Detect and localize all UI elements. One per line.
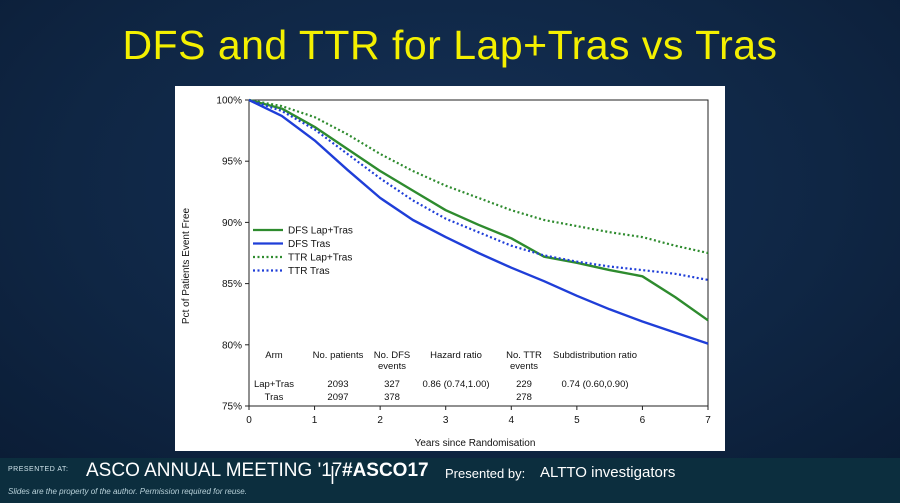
presenter-name: ALTTO investigators (540, 464, 676, 481)
series-layer (248, 98, 709, 345)
table-cell-arm-1: Lap+Tras (254, 379, 294, 390)
y-tick-label: 85% (222, 279, 242, 290)
table-header-dfs-events-line1: No. DFS (374, 350, 410, 361)
y-tick-label: 75% (222, 402, 242, 413)
table-header-ttr-events-line1: No. TTR (506, 350, 542, 361)
table-header-ttr-events-line2: events (510, 361, 538, 372)
x-tick-label: 1 (312, 415, 318, 426)
table-header-hazard: Hazard ratio (430, 350, 482, 361)
table-cell-subdistribution-1: 0.74 (0.60,0.90) (561, 379, 628, 390)
y-axis-label: Pct of Patients Event Free (181, 207, 192, 324)
table-cell-hazard-1: 0.86 (0.74,1.00) (422, 379, 489, 390)
legend-label: DFS Lap+Tras (288, 226, 353, 237)
x-tick-label: 0 (246, 415, 252, 426)
x-tick-label: 7 (705, 415, 711, 426)
table-header-patients: No. patients (313, 350, 364, 361)
survival-chart: 75% 80% 85% 90% 95% 100% 0 1 2 3 4 5 6 7 Arm No. pati… (181, 96, 711, 450)
disclaimer-text: Slides are the property of the author. P… (8, 487, 247, 496)
series-line-ttr-tras (248, 98, 709, 281)
footer-bar: PRESENTED AT: ASCO ANNUAL MEETING '17 | … (0, 458, 900, 503)
table-cell-dfs-2: 378 (384, 392, 400, 403)
chart-panel: 75% 80% 85% 90% 95% 100% 0 1 2 3 4 5 6 7 Arm No. pati… (175, 86, 725, 451)
table-header-dfs-events-line2: events (378, 361, 406, 372)
table-cell-ttr-2: 278 (516, 392, 532, 403)
x-axis-label: Years since Randomisation (415, 438, 536, 449)
presented-by-label: Presented by: (445, 466, 526, 481)
slide-title: DFS and TTR for Lap+Tras vs Tras (122, 22, 778, 68)
hashtag: #ASCO17 (342, 460, 429, 481)
legend: DFS Lap+Tras DFS Tras TTR Lap+Tras TTR Tras (253, 226, 353, 277)
x-tick-label: 3 (443, 415, 449, 426)
series-line-dfs-lap-tras (248, 98, 709, 322)
y-tick-label: 80% (222, 340, 242, 351)
risk-table: Arm No. patients No. DFS events Hazard r… (254, 350, 637, 403)
meeting-name: ASCO ANNUAL MEETING '17 (86, 460, 343, 481)
y-tick-label: 95% (222, 157, 242, 168)
table-header-arm: Arm (265, 350, 283, 361)
table-cell-ttr-1: 229 (516, 379, 532, 390)
table-cell-patients-1: 2093 (327, 379, 348, 390)
axes-layer: 75% 80% 85% 90% 95% 100% 0 1 2 3 4 5 6 7 (216, 96, 711, 427)
table-cell-patients-2: 2097 (327, 392, 348, 403)
legend-label: TTR Lap+Tras (288, 253, 352, 264)
x-tick-label: 2 (377, 415, 383, 426)
table-header-subdistribution: Subdistribution ratio (553, 350, 637, 361)
x-tick-label: 6 (640, 415, 646, 426)
y-tick-label: 90% (222, 218, 242, 229)
footer-divider: | (330, 464, 335, 485)
legend-label: TTR Tras (288, 266, 330, 277)
series-line-dfs-tras (248, 98, 709, 345)
table-cell-dfs-1: 327 (384, 379, 400, 390)
slide-background: DFS and TTR for Lap+Tras vs Tras 75% 80% 8… (0, 0, 900, 458)
x-tick-label: 4 (509, 415, 515, 426)
table-cell-arm-2: Tras (265, 392, 284, 403)
presented-at-label: PRESENTED AT: (8, 466, 69, 473)
legend-label: DFS Tras (288, 239, 330, 250)
y-tick-label: 100% (216, 96, 242, 107)
x-tick-label: 5 (574, 415, 580, 426)
